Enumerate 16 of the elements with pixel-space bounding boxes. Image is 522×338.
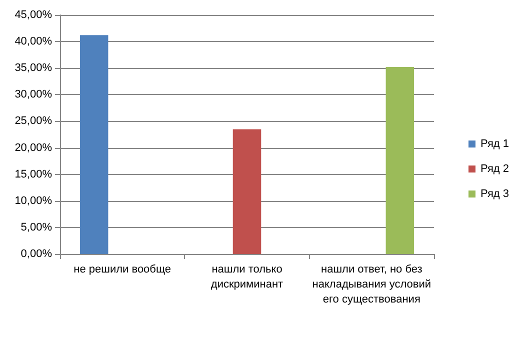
legend-label: Ряд 2 — [480, 163, 510, 175]
y-tick-label: 25,00% — [14, 115, 52, 128]
y-tick-label: 0,00% — [20, 248, 52, 260]
x-tick-label: нашли только дискриминант — [210, 264, 284, 290]
legend-label: Ряд 3 — [480, 188, 510, 200]
x-tick-label: нашли ответ, но без накладывания условий его существования — [312, 264, 432, 306]
y-tick-label: 35,00% — [14, 62, 52, 74]
y-tick-label: 20,00% — [14, 142, 52, 154]
y-tick-label: 5,00% — [20, 221, 52, 234]
y-tick-label: 30,00% — [14, 88, 52, 101]
x-tick-label: не решили вообще — [74, 264, 172, 276]
y-tick-label: 15,00% — [14, 168, 52, 180]
y-tick-label: 45,00% — [14, 9, 52, 21]
legend-label: Ряд 1 — [480, 138, 510, 150]
y-tick-label: 40,00% — [14, 36, 52, 48]
y-tick-label: 10,00% — [14, 194, 52, 207]
